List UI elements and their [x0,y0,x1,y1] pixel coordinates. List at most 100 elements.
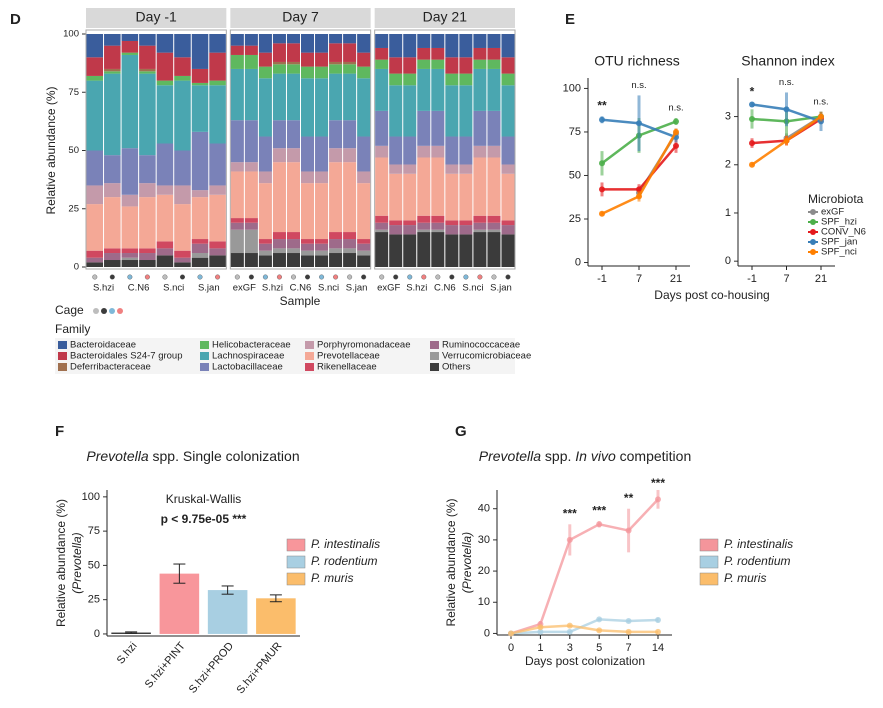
bar-segment [431,145,445,158]
legend-label: Others [442,362,471,373]
bar-segment [431,222,445,230]
bar-segment [417,59,431,69]
cage-dot [262,274,268,280]
x-tick-label: 14 [652,642,664,654]
bar-segment [375,222,389,230]
point [749,140,755,147]
cage-dot [449,274,455,280]
bar-segment [431,157,445,216]
bar-segment [121,253,139,258]
bar-segment [445,136,459,165]
bar-segment [343,148,357,163]
bar-segment [343,232,357,240]
title-part: spp. [541,448,575,464]
bar-segment [431,215,445,223]
bar-segment [244,253,258,267]
bar-segment [174,185,191,205]
bar-segment [403,225,417,235]
legend-swatch [200,352,209,360]
annotation: *** [563,506,577,520]
legend-label: Lachnospiraceae [212,351,284,362]
bar-segment [389,34,403,58]
cage-dot [361,274,367,280]
bar-segment [174,150,191,186]
bar-segment [329,34,343,44]
bar [207,590,248,634]
bar-segment [473,110,487,146]
bar-segment [139,155,156,184]
bar-segment [389,225,403,235]
bar-segment [417,68,431,111]
bar-segment [301,52,315,67]
bar-segment [487,232,501,267]
bar-segment [343,120,357,149]
bar-segment [156,241,174,249]
bar-segment [357,52,371,67]
bar-segment [301,239,315,244]
bar-segment [258,171,272,184]
bar-segment [389,136,403,165]
cage-label: Cage [55,303,84,317]
bar-segment [417,110,431,146]
bar-segment [139,73,156,156]
bar-segment [375,68,389,111]
bar-segment [174,75,191,81]
bar-segment [272,64,286,74]
bar-segment [104,68,121,72]
y-tick-label: 75 [88,525,100,537]
bar-segment [86,150,104,186]
bar-segment [375,215,389,223]
bar-segment [244,222,258,230]
y-tick-label: 50 [569,169,581,181]
bar-segment [121,148,139,195]
bar-segment [315,66,329,79]
bar-segment [139,34,156,46]
bar-segment [329,148,343,163]
y-tick-label: 25 [88,594,100,606]
bar-segment [230,222,244,230]
bar-segment [121,257,139,261]
cage-dot [92,274,98,280]
bar-segment [445,73,459,86]
x-tick-label: exGF [377,283,400,294]
chart-title: Prevotella spp. In vivo competition [479,448,691,464]
cage-dot [407,274,413,280]
bar-segment [104,155,121,184]
x-tick-label: S.jan [198,283,220,294]
y-tick-label: 0 [94,628,100,640]
bar-segment [244,162,258,172]
bar-segment [473,229,487,233]
legend-swatch [699,572,719,586]
legend-label: P. rodentium [311,554,378,568]
x-tick-label: 7 [636,273,642,285]
bar-segment [86,257,104,263]
bar-segment [156,85,174,144]
bar-segment [315,78,329,137]
legend-swatch [430,363,439,371]
bar-segment [209,34,226,53]
bar-segment [286,73,300,121]
x-tick-label: S.nci [163,283,184,294]
y-axis-label: (Prevotella) [460,532,474,593]
y-tick-label: 100 [63,29,79,40]
bar-segment [209,194,226,242]
legend-title: Family [55,322,90,336]
bar-segment [286,43,300,62]
bar-segment [375,145,389,158]
x-tick-label: -1 [747,273,757,285]
legend-label: Lactobacillaceae [212,362,283,373]
series-line [510,624,658,635]
bar-segment [104,71,121,74]
bar-segment [459,225,473,235]
annotation: n.s. [668,103,683,114]
annotation: ** [624,491,634,505]
bar-segment [174,57,191,76]
bar-segment [357,136,371,172]
bar-segment [156,80,174,86]
bar-segment [343,64,357,74]
cage-dot [421,274,427,280]
bar-segment [272,248,286,254]
bar-segment [431,47,445,60]
bar-segment [315,239,329,244]
legend-label: CONV_N6 [821,227,866,238]
